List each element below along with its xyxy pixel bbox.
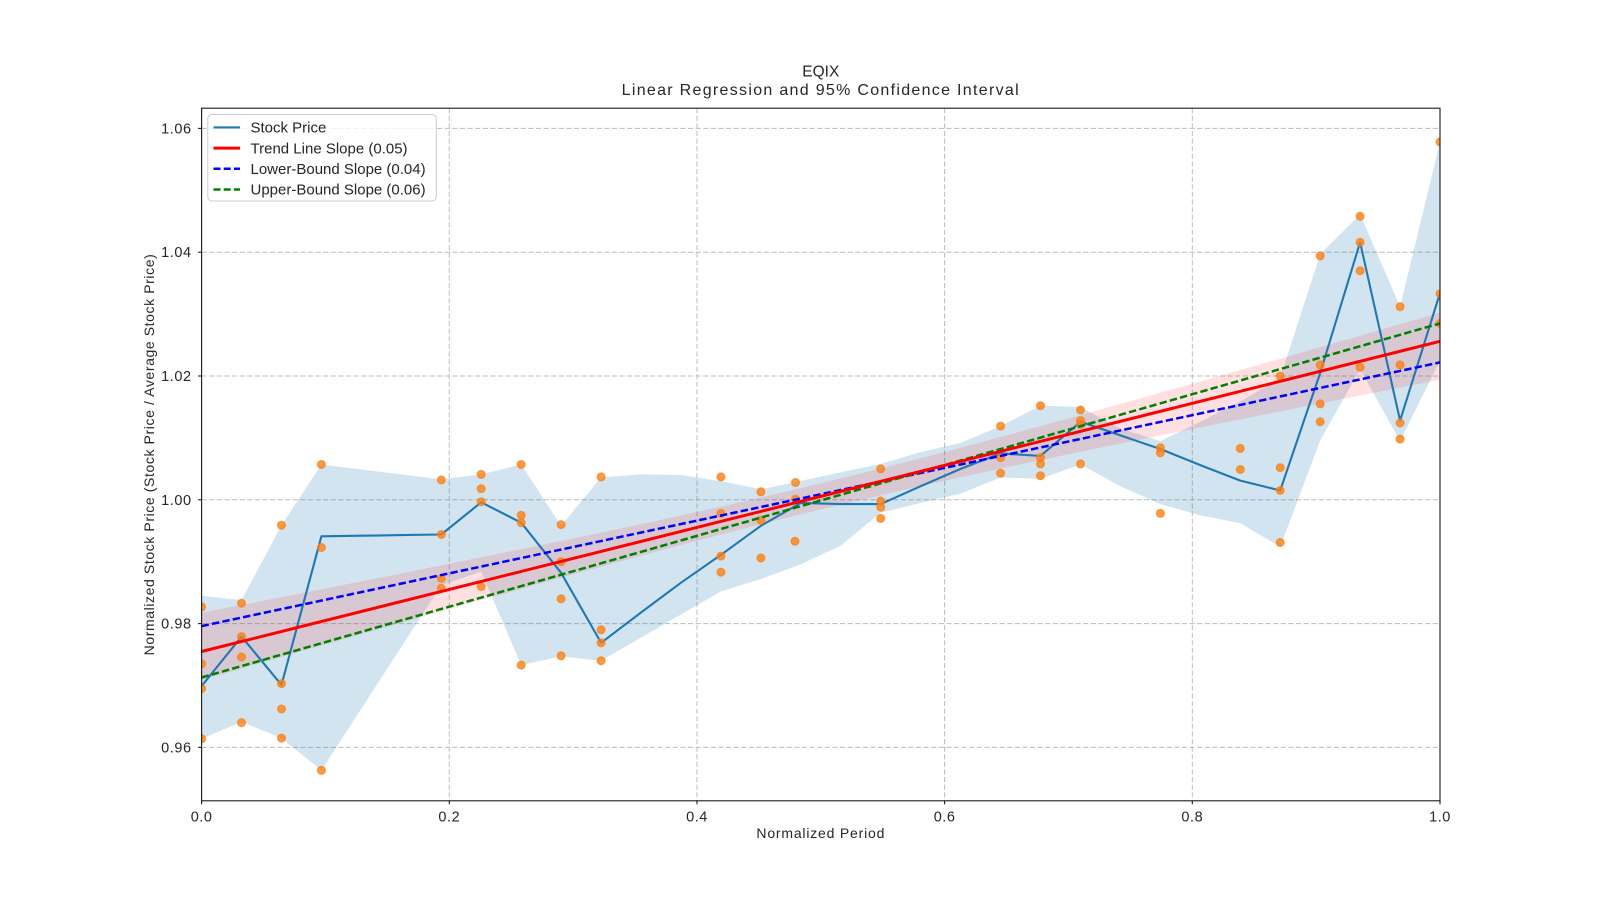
svg-text:0.4: 0.4 — [686, 810, 708, 826]
svg-text:EQIX: EQIX — [802, 63, 840, 80]
svg-text:1.02: 1.02 — [161, 369, 191, 385]
svg-text:Normalized Stock Price (Stock: Normalized Stock Price (Stock Price / Av… — [141, 254, 157, 656]
svg-text:1.06: 1.06 — [161, 121, 191, 137]
svg-text:0.98: 0.98 — [161, 617, 191, 633]
svg-text:Trend Line Slope (0.05): Trend Line Slope (0.05) — [251, 140, 408, 157]
svg-text:Lower-Bound Slope (0.04): Lower-Bound Slope (0.04) — [251, 161, 426, 178]
svg-text:0.96: 0.96 — [161, 740, 191, 756]
svg-text:1.04: 1.04 — [161, 245, 191, 261]
svg-text:0.8: 0.8 — [1181, 810, 1203, 826]
svg-text:1.0: 1.0 — [1429, 810, 1451, 826]
svg-text:Linear Regression and 95% Conf: Linear Regression and 95% Confidence Int… — [622, 82, 1020, 99]
svg-text:0.2: 0.2 — [438, 810, 460, 826]
svg-text:0.6: 0.6 — [934, 810, 956, 826]
svg-text:Stock Price: Stock Price — [251, 120, 327, 137]
svg-text:0.0: 0.0 — [191, 810, 213, 826]
svg-text:Upper-Bound Slope (0.06): Upper-Bound Slope (0.06) — [251, 182, 426, 199]
svg-text:1.00: 1.00 — [161, 493, 191, 509]
svg-text:Normalized Period: Normalized Period — [756, 825, 885, 841]
